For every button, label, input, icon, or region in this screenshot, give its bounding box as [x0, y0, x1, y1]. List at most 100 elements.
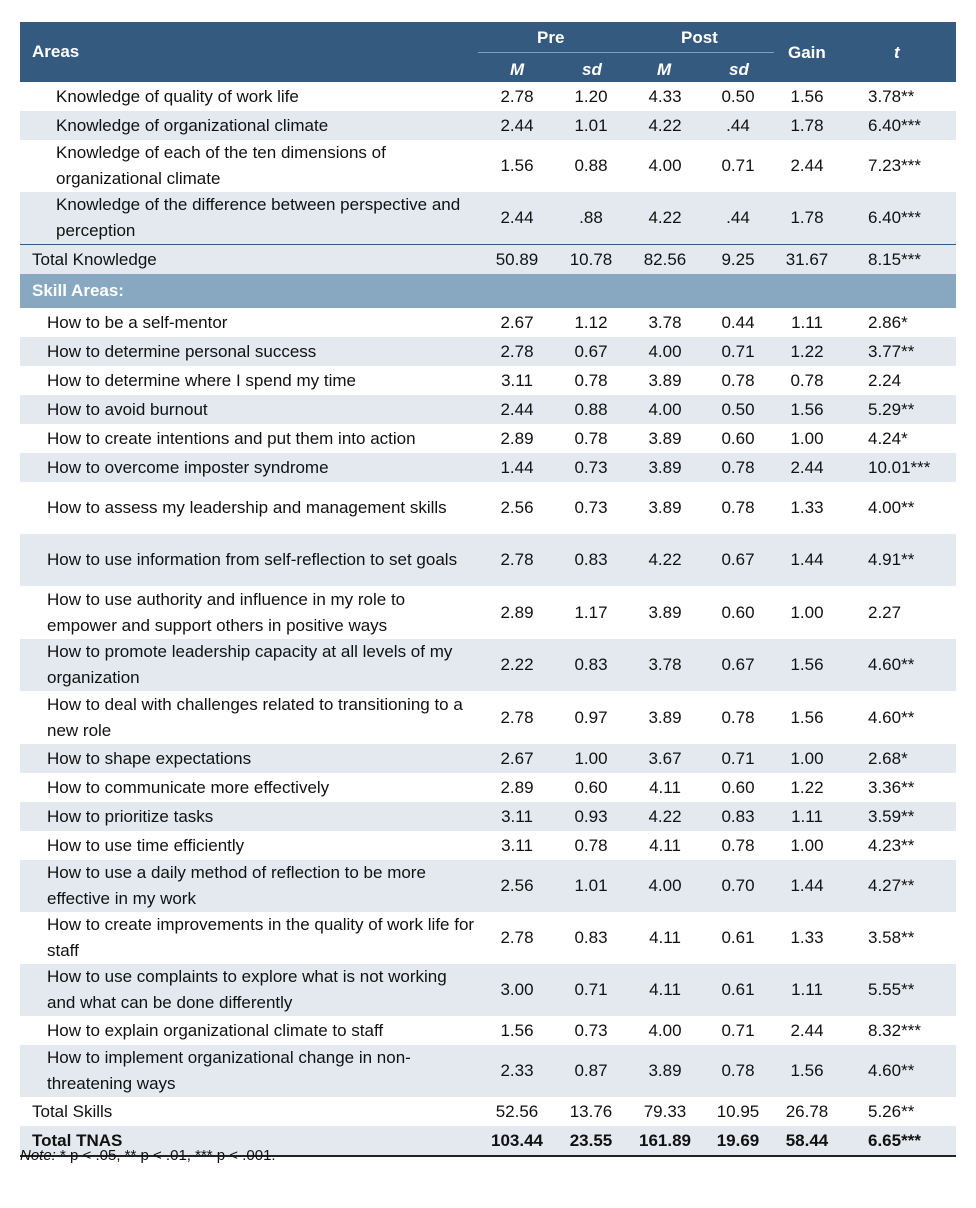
cell-post-m: 4.22	[648, 115, 682, 135]
cell-pre-sd: 0.60	[574, 777, 608, 797]
cell-post-sd: 0.67	[721, 550, 755, 569]
cell-pre-sd: 1.00	[574, 748, 608, 768]
table-row: Knowledge of the difference between pers…	[20, 192, 956, 244]
table-note: Note: * p < .05, ** p < .01, *** p < .00…	[20, 1147, 276, 1164]
cell-pre-sd: 1.20	[574, 86, 608, 106]
cell-pre-sd: 0.78	[574, 370, 608, 390]
cell-post-m: 161.89	[639, 1130, 691, 1150]
cell-pre-sd: 0.73	[574, 1020, 608, 1040]
row-label: Knowledge of each of the ten dimensions …	[56, 143, 386, 188]
pre-divider	[478, 52, 626, 53]
table-row: Knowledge of quality of work life 2.78 1.2…	[20, 82, 956, 111]
cell-post-sd: 0.71	[721, 341, 755, 361]
row-label: How to implement organizational change i…	[47, 1048, 411, 1093]
cell-t: 2.68*	[868, 748, 908, 768]
cell-gain: 31.67	[785, 249, 829, 269]
table-row: How to create intentions and put them in…	[20, 424, 956, 453]
cell-pre-sd: 0.83	[574, 655, 608, 674]
row-label: How to promote leadership capacity at al…	[47, 642, 453, 687]
row-label: How to create intentions and put them in…	[47, 428, 416, 448]
cell-gain: 1.78	[790, 115, 824, 135]
section-row: Skill Areas:	[20, 274, 956, 308]
table-body: Knowledge of quality of work life 2.78 1.2…	[20, 82, 956, 1157]
cell-post-sd: 0.50	[721, 86, 755, 106]
cell-t: 4.00**	[868, 498, 915, 517]
cell-pre-m: 2.33	[500, 1061, 534, 1080]
cell-post-sd: 19.69	[716, 1130, 760, 1150]
cell-pre-sd: 0.93	[574, 806, 608, 826]
cell-pre-sd: 0.78	[574, 428, 608, 448]
cell-t: 8.32***	[868, 1020, 921, 1040]
row-label: Knowledge of quality of work life	[56, 86, 299, 106]
table-row: How to assess my leadership and manageme…	[20, 482, 956, 534]
cell-pre-m: 2.89	[500, 428, 534, 448]
cell-pre-m: 2.22	[500, 655, 534, 674]
cell-t: 8.15***	[868, 249, 921, 269]
cell-gain: 1.56	[790, 399, 824, 419]
row-label: How to shape expectations	[47, 748, 252, 768]
cell-post-sd: 0.50	[721, 399, 755, 419]
header-post-sd: sd	[729, 60, 749, 79]
cell-post-sd: 0.70	[721, 876, 755, 895]
cell-pre-m: 3.11	[501, 806, 533, 826]
cell-post-m: 4.00	[648, 156, 682, 175]
cell-post-m: 4.00	[648, 1020, 682, 1040]
cell-post-m: 3.89	[648, 602, 682, 622]
table-row: How to be a self-mentor 2.67 1.12 3.78 0.44 1…	[20, 308, 956, 337]
cell-post-m: 3.89	[648, 428, 682, 448]
cell-gain: 0.78	[790, 370, 824, 390]
total-row: Total TNAS 103.44 23.55 161.89 19.69 58.44 6.6…	[20, 1126, 956, 1157]
cell-pre-m: 2.78	[500, 550, 534, 569]
cell-post-m: 4.22	[648, 806, 682, 826]
cell-post-sd: 0.78	[721, 1061, 755, 1080]
cell-post-m: 3.89	[648, 498, 682, 517]
row-label: Total Skills	[32, 1101, 113, 1121]
cell-post-m: 4.22	[648, 550, 682, 569]
cell-gain: 26.78	[785, 1101, 829, 1121]
results-table: Areas Pre Post Gain t M sd M sd Knowledg…	[20, 22, 956, 1157]
cell-pre-sd: 23.55	[569, 1130, 613, 1150]
table-row: How to communicate more effectively 2.89 0…	[20, 773, 956, 802]
cell-gain: 1.22	[790, 341, 824, 361]
cell-pre-m: 2.67	[500, 312, 534, 332]
cell-post-sd: .44	[726, 115, 750, 135]
cell-pre-sd: 0.83	[574, 550, 608, 569]
table-row: How to use information from self-reflect…	[20, 534, 956, 586]
row-label: How to avoid burnout	[47, 399, 208, 419]
row-label: Knowledge of the difference between pers…	[56, 195, 461, 240]
table-row: Knowledge of each of the ten dimensions …	[20, 140, 956, 192]
cell-post-m: 3.89	[648, 370, 682, 390]
header-post: Post	[681, 28, 718, 47]
cell-t: 2.27	[868, 602, 902, 622]
cell-t: 5.29**	[868, 399, 915, 419]
cell-t: 6.40***	[868, 115, 921, 135]
cell-pre-m: 2.78	[500, 928, 534, 947]
cell-post-sd: .44	[726, 208, 750, 227]
cell-post-m: 4.00	[648, 341, 682, 361]
cell-pre-m: 1.56	[500, 1020, 534, 1040]
cell-pre-m: 2.44	[500, 115, 534, 135]
row-label: Total Knowledge	[32, 249, 157, 269]
cell-pre-sd: 1.01	[574, 876, 608, 895]
cell-gain: 1.56	[790, 655, 824, 674]
cell-post-sd: 0.61	[721, 980, 755, 999]
cell-pre-sd: 0.87	[574, 1061, 608, 1080]
cell-pre-m: 52.56	[495, 1101, 539, 1121]
cell-pre-m: 1.44	[500, 457, 534, 477]
row-label: Knowledge of organizational climate	[56, 115, 329, 135]
cell-gain: 1.33	[790, 928, 824, 947]
cell-pre-m: 2.89	[500, 602, 534, 622]
cell-pre-sd: 0.78	[574, 835, 608, 855]
cell-pre-sd: .88	[579, 208, 603, 227]
cell-t: 4.60**	[868, 655, 915, 674]
row-label: How to use information from self-reflect…	[47, 550, 458, 569]
cell-post-m: 3.89	[648, 707, 682, 727]
cell-post-m: 4.11	[649, 835, 681, 855]
row-label: How to determine where I spend my time	[47, 370, 356, 390]
row-label: How to use time efficiently	[47, 835, 245, 855]
table-row: How to determine where I spend my time 3.…	[20, 366, 956, 395]
cell-t: 10.01***	[868, 457, 931, 477]
cell-pre-sd: 0.88	[574, 156, 608, 175]
cell-gain: 1.33	[790, 498, 824, 517]
row-label: How to use authority and influence in my…	[47, 589, 406, 635]
